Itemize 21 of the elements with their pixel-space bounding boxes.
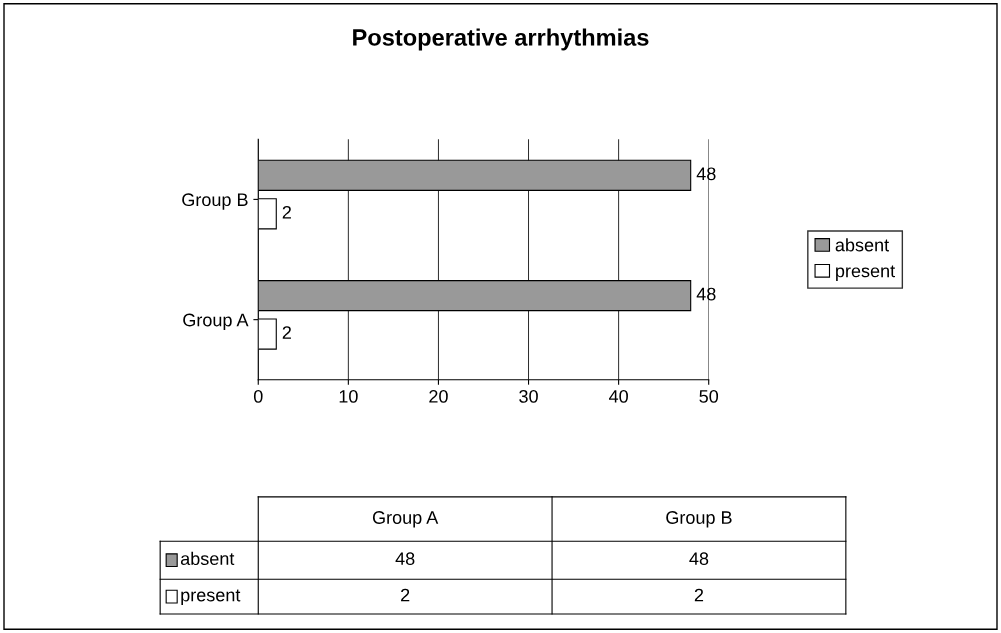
chart-title: Postoperative arrhythmias	[353, 28, 649, 51]
category-label: Group B	[666, 511, 732, 528]
data-label: 2	[282, 205, 291, 219]
x-tick-label: 10	[339, 390, 358, 403]
data-label: 2	[282, 326, 291, 339]
legend-label: present	[181, 589, 241, 606]
x-tick-label: 40	[608, 390, 628, 403]
x-tick-label: 0	[253, 390, 263, 403]
text: 2	[401, 588, 410, 602]
text: absent	[180, 551, 235, 566]
category-label: Group A	[372, 511, 439, 528]
text: 48	[689, 552, 709, 566]
x-tick-label: 30	[519, 390, 538, 403]
x-tick-label: 50	[699, 390, 719, 403]
text: present	[836, 265, 895, 281]
text: 2	[694, 588, 704, 602]
data-label: 48	[696, 287, 716, 301]
data-label: 48	[696, 167, 716, 181]
x-tick-label: 20	[429, 390, 448, 403]
text: 48	[395, 552, 415, 566]
legend-label: absent	[835, 238, 889, 252]
